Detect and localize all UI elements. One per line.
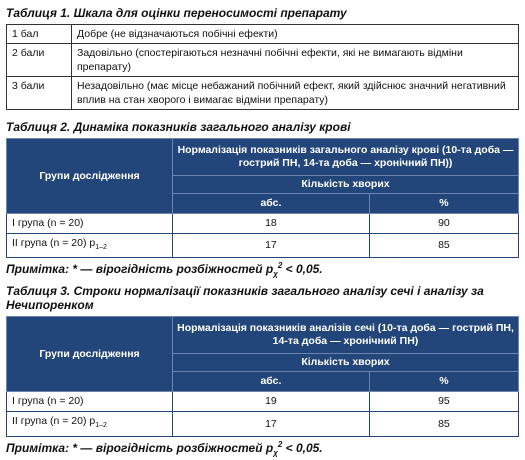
header-row: Кількість хворих xyxy=(7,353,519,373)
note-text: 2 xyxy=(277,261,283,271)
row: 1 бал Добре (не відзначаються побічні ефе… xyxy=(6,24,519,44)
table-block: Таблиця 3. Строки нормалізації показникі… xyxy=(6,284,520,457)
header-row: Групи дослідження Нормалізація показників… xyxy=(6,316,519,393)
group-label: І група (n = 20) xyxy=(12,217,84,229)
header-row: Групи дослідження Нормалізація показників… xyxy=(6,138,519,214)
cell: 85 xyxy=(368,411,519,437)
note: Примітка: * — вірогідність розбіжностей … xyxy=(6,261,519,278)
header-cell: абс. xyxy=(172,193,370,214)
cell: ІІ група (n = 20) p1–2 xyxy=(6,411,173,437)
header-cell: % xyxy=(368,193,520,214)
cell: 2 бали xyxy=(6,43,72,77)
header-cell: Нормалізація показників аналізів сечі (1… xyxy=(172,316,519,355)
note-text: χ xyxy=(273,269,278,279)
table-title: Таблиця 2. Динаміка показників загальног… xyxy=(6,120,351,134)
group-label: ІІ група (n = 20) p xyxy=(12,237,96,249)
row: І група (n = 20) 19 95 xyxy=(6,391,519,413)
table: 1 бал Добре (не відзначаються побічні ефе… xyxy=(6,24,519,110)
header-cell: Кількість хворих xyxy=(172,353,519,373)
header-cell: % xyxy=(368,371,520,393)
cell: 95 xyxy=(368,391,519,413)
cell: 18 xyxy=(172,213,370,234)
header-row: Кількість хворих xyxy=(7,175,519,194)
row: І група (n = 20) 18 90 xyxy=(6,213,519,234)
cell: 90 xyxy=(368,213,519,234)
cell: Задовільно (спостерігаються незначні поб… xyxy=(71,43,519,77)
row: 3 бали Незадовільно (має місце небажаний … xyxy=(6,76,519,110)
cell: І група (n = 20) xyxy=(6,213,173,234)
header-row: абс.% xyxy=(7,371,520,393)
row: ІІ група (n = 20) p1–2 17 85 xyxy=(6,233,519,259)
cell: Незадовільно (має місце небажаний побічн… xyxy=(71,76,519,110)
note-text: < 0,05. xyxy=(282,262,323,277)
header-cell: Групи дослідження xyxy=(6,316,173,393)
cell: 3 бали xyxy=(6,76,72,110)
note-text: < 0,05. xyxy=(282,440,323,455)
note-text: Примітка: * — вірогідність розбіжностей … xyxy=(6,262,274,277)
table-title: Таблиця 3. Строки нормалізації показникі… xyxy=(6,284,484,313)
table-title: Таблиця 1. Шкала для оцінки переносимост… xyxy=(6,6,347,20)
table-block: Таблиця 2. Динаміка показників загальног… xyxy=(6,120,520,278)
cell: 17 xyxy=(172,233,370,259)
row: 2 бали Задовільно (спостерігаються незнач… xyxy=(6,43,519,77)
table: Групи дослідження Нормалізація показників… xyxy=(6,316,520,437)
note-text: Примітка: * — вірогідність розбіжностей … xyxy=(6,440,274,455)
group-label: ІІ група (n = 20) p xyxy=(12,415,96,428)
header-row: абс.% xyxy=(7,193,520,214)
cell: ІІ група (n = 20) p1–2 xyxy=(6,233,173,259)
header-cell: Нормалізація показників загального аналі… xyxy=(172,138,519,176)
subscript: 1–2 xyxy=(95,244,107,252)
subscript: 1–2 xyxy=(95,422,107,430)
note-text: χ xyxy=(273,447,278,457)
cell: 19 xyxy=(172,391,370,413)
cell: І група (n = 20) xyxy=(6,391,173,413)
cell: Добре (не відзначаються побічні ефекти) xyxy=(71,24,519,44)
header-cell: Кількість хворих xyxy=(172,175,519,194)
cell: 1 бал xyxy=(6,24,72,44)
cell: 85 xyxy=(368,233,519,259)
note: Примітка: * — вірогідність розбіжностей … xyxy=(6,440,519,457)
header-cell: Групи дослідження xyxy=(6,138,173,214)
note-text: 2 xyxy=(277,439,283,449)
header-cell: абс. xyxy=(172,371,370,393)
row: ІІ група (n = 20) p1–2 17 85 xyxy=(6,411,519,437)
table: Групи дослідження Нормалізація показників… xyxy=(6,138,520,259)
cell: 17 xyxy=(172,411,370,437)
group-label: І група (n = 20) xyxy=(12,395,84,408)
